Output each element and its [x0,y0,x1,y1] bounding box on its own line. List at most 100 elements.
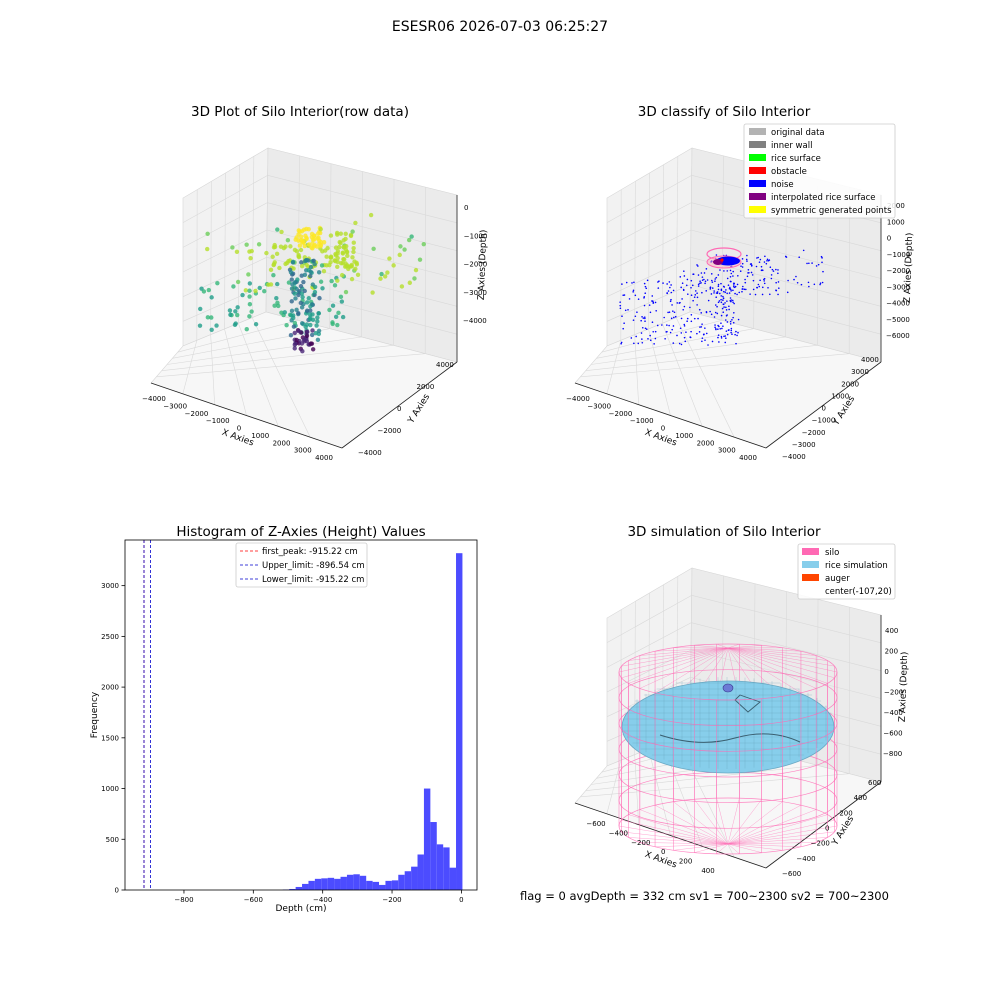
silo-floor-line [727,843,762,853]
raw-data-point [343,236,348,242]
simulation-legend-swatch [802,561,819,568]
classify-noise-point [742,285,744,288]
raw-data-title: 3D Plot of Silo Interior(row data) [191,104,409,120]
raw-data-point [311,233,317,239]
classify-noise-point [726,270,729,272]
classify-noise-point [728,292,731,294]
histogram-legend-entries: first_peak: -915.22 cm Upper_limit: -896.… [240,547,365,585]
classify-noise-point [713,290,715,292]
classify-noise-point [777,281,780,283]
classify-noise-point [720,289,723,292]
histogram-bar [404,871,412,890]
classify-noise-point [796,281,799,284]
classify-noise-point [808,262,810,265]
classify-noise-point [701,291,703,294]
classify-noise-point [730,299,733,301]
simulation-gridline [648,748,671,836]
classify-noise-point [670,284,672,286]
raw-data-point [214,323,219,328]
classify-3d-panel: 3D classify of Silo Interior −4000−3000−… [566,104,915,462]
raw-data-point [308,264,314,270]
classify-noise-point [684,340,687,343]
classify-noise-point [754,293,757,296]
classify-noise-point [744,278,746,281]
classify-noise-point [767,287,769,289]
raw-data-point [253,321,259,327]
classify-noise-point [731,299,734,302]
classify-noise-point [625,281,628,284]
raw-data-point [306,296,311,301]
classify-noise-point [683,336,686,339]
classify-noise-point [717,301,720,304]
histogram-x-tick: 0 [459,896,463,904]
raw-data-gridline [267,175,458,224]
classify-noise-point [651,295,654,297]
classify-noise-point [724,302,726,304]
raw-data-point [286,280,292,285]
classify-x-tick: −4000 [566,395,590,403]
classify-noise-point [729,320,732,323]
classify-noise-point [690,313,693,316]
classify-noise-point [728,329,730,331]
histogram-bar [334,878,341,890]
classify-noise-point [634,294,637,297]
classify-noise-point [724,319,727,321]
classify-noise-point [681,282,684,284]
simulation-legend-label: silo [825,548,839,558]
classify-noise-point [733,311,735,314]
simulation-z-tick: −800 [883,750,902,758]
silo-roof-line [727,647,835,679]
silo-floor-line [694,843,729,853]
simulation-x-tick: 400 [701,867,714,875]
raw-data-z-ticks: −4000 −3000 −2000 −1000 0 [463,204,487,325]
classify-noise-point [680,343,683,346]
silo-floor-line [727,819,835,845]
simulation-rice-surface [621,677,835,774]
silo-floor-line [621,819,729,845]
raw-data-point [310,347,316,352]
classify-axis-line [574,382,767,449]
raw-data-point [308,273,313,279]
classify-noise-point [724,341,727,344]
raw-data-point [304,300,310,305]
raw-data-point [335,322,340,328]
raw-data-point [228,312,233,317]
classify-noise-point [732,289,734,292]
raw-data-point [407,280,413,285]
classify-noise-point [734,333,736,336]
raw-data-gridline [210,334,215,405]
simulation-z-ticks: −800 −600 −400 −200 0 200 400 [883,627,903,758]
classify-z-tick: 0 [887,235,891,243]
raw-data-point [306,226,311,232]
classify-noise-point [655,309,657,312]
classify-noise-point [669,300,672,303]
raw-data-point [318,243,323,249]
raw-data-point [275,281,280,287]
silo-roof-line [694,645,729,649]
classify-legend-label: interpolated rice surface [771,193,876,203]
classify-noise-point [622,294,625,297]
classify-noise-point [729,280,732,283]
classify-noise-point [735,342,737,345]
classify-noise-point [819,283,821,286]
classify-noise-point [733,302,735,305]
classify-noise-point [687,293,689,295]
raw-data-point [309,302,315,307]
histogram-bar [340,876,347,890]
classify-noise-point [729,323,732,325]
classify-noise-point [760,265,763,268]
raw-data-point [262,289,267,294]
raw-data-gridline [161,345,394,371]
raw-data-point [406,237,412,243]
classify-axis-line [765,361,882,449]
raw-data-point [350,255,355,260]
classify-noise-point [717,328,719,331]
silo-floor-line [727,837,828,845]
classify-noise-point [736,293,738,296]
classify-noise-point [643,282,646,285]
classify-noise-point [696,304,698,306]
raw-data-point [412,276,417,281]
classify-noise-point [811,262,813,264]
